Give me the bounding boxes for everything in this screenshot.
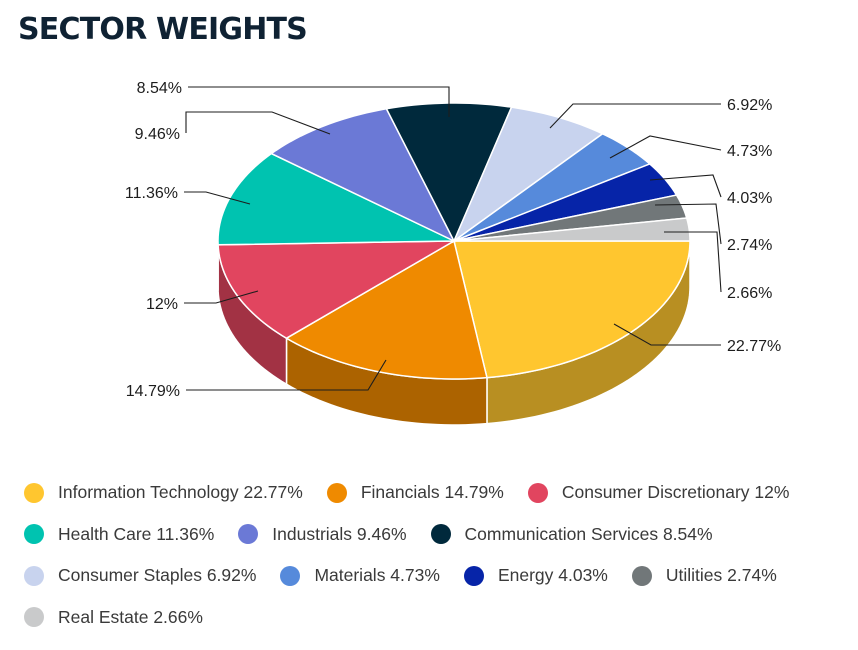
slice-label-communication-services: 8.54% xyxy=(137,80,182,97)
slice-utilities[interactable] xyxy=(453,194,688,242)
legend-item[interactable]: Utilities 2.74% xyxy=(631,565,777,586)
legend-item[interactable]: Consumer Staples 6.92% xyxy=(24,565,256,586)
legend-item[interactable]: Financials 14.79% xyxy=(326,482,504,503)
leader-line-financials xyxy=(186,359,387,391)
slice-labels: 22.77% 14.79% 12% 11.36% 9.46% 8.54% 6.92% 4.73… xyxy=(125,80,781,400)
legend-swatch xyxy=(631,565,652,586)
legend-swatch xyxy=(24,524,44,545)
slice-label-financials: 14.79% xyxy=(126,383,180,400)
legend-swatch xyxy=(24,607,44,628)
leader-line-health-care xyxy=(184,191,251,205)
legend-row: Health Care 11.36% Industrials 9.46% Commu… xyxy=(24,514,854,556)
legend-item[interactable]: Materials 4.73% xyxy=(280,565,440,586)
slice-label-consumer-staples: 6.92% xyxy=(727,97,772,114)
legend-label: Communication Services 8.54% xyxy=(464,523,713,544)
slice-label-utilities: 2.74% xyxy=(727,237,772,254)
legend-label: Utilities 2.74% xyxy=(665,565,777,586)
leader-line-real-estate xyxy=(664,231,722,293)
slice-label-energy: 4.03% xyxy=(727,190,772,207)
slice-label-health-care: 11.36% xyxy=(125,185,178,202)
legend-item[interactable]: Energy 4.03% xyxy=(463,565,608,586)
leader-line-industrials xyxy=(185,111,331,135)
slice-label-industrials: 9.46% xyxy=(135,126,180,143)
legend-label: Health Care 11.36% xyxy=(58,523,215,544)
legend-label: Energy 4.03% xyxy=(497,565,608,586)
legend-swatch xyxy=(238,524,259,545)
legend-item[interactable]: Health Care 11.36% xyxy=(24,524,214,545)
legend-item[interactable]: Industrials 9.46% xyxy=(238,523,407,545)
leader-line-information-technology xyxy=(613,323,721,346)
leader-line-consumer-staples xyxy=(549,103,721,129)
legend-label: Consumer Staples 6.92% xyxy=(58,565,257,586)
legend-swatch xyxy=(527,482,548,503)
legend-label: Materials 4.73% xyxy=(314,565,440,586)
legend-row: Information Technology 22.77% Financials … xyxy=(24,472,854,514)
legend-swatch xyxy=(24,482,44,503)
leader-line-communication-services xyxy=(188,86,450,117)
legend-row: Real Estate 2.66% xyxy=(24,597,854,639)
slice-label-consumer-discretionary: 12% xyxy=(146,296,178,313)
legend-label: Financials 14.79% xyxy=(360,482,504,503)
legend-row: Consumer Staples 6.92% Materials 4.73% Ene… xyxy=(24,555,854,597)
slice-real-estate[interactable] xyxy=(453,217,691,242)
chart-legend: Information Technology 22.77% Financials … xyxy=(24,472,854,638)
slice-health-care[interactable] xyxy=(217,152,455,246)
slice-label-information-technology: 22.77% xyxy=(727,338,781,355)
legend-label: Information Technology 22.77% xyxy=(58,482,303,503)
legend-swatch xyxy=(280,565,301,586)
legend-swatch xyxy=(463,565,484,586)
legend-item[interactable]: Information Technology 22.77% xyxy=(24,482,303,503)
legend-swatch xyxy=(24,565,44,586)
leader-line-materials xyxy=(609,135,722,159)
legend-swatch xyxy=(430,524,451,545)
slice-label-materials: 4.73% xyxy=(727,143,772,160)
leader-line-utilities xyxy=(654,203,722,245)
legend-label: Consumer Discretionary 12% xyxy=(561,482,790,503)
leader-line-energy xyxy=(649,174,722,198)
leader-lines xyxy=(184,86,722,391)
slice-label-real-estate: 2.66% xyxy=(727,285,772,302)
legend-label: Industrials 9.46% xyxy=(272,523,407,544)
legend-swatch xyxy=(326,482,347,503)
pie-slices xyxy=(217,102,691,380)
pie-chart: 22.77% 14.79% 12% 11.36% 9.46% 8.54% 6.92% 4.73… xyxy=(125,80,781,426)
legend-item[interactable]: Consumer Discretionary 12% xyxy=(527,482,790,503)
legend-item[interactable]: Real Estate 2.66% xyxy=(24,607,203,628)
leader-line-consumer-discretionary xyxy=(184,290,259,304)
slice-industrials[interactable] xyxy=(269,107,456,243)
legend-label: Real Estate 2.66% xyxy=(58,606,203,627)
legend-item[interactable]: Communication Services 8.54% xyxy=(430,523,713,545)
chart-title: SECTOR WEIGHTS xyxy=(18,12,308,47)
slice-consumer-discretionary[interactable] xyxy=(217,240,457,340)
slice-information-technology[interactable] xyxy=(453,240,691,379)
